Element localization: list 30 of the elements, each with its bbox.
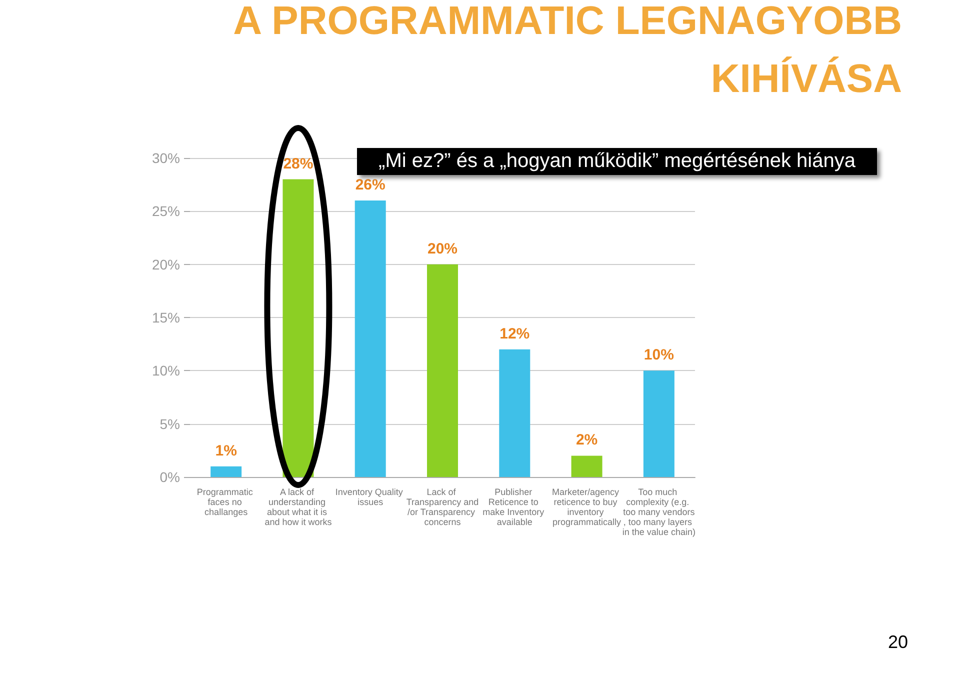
data-label: 2% xyxy=(576,432,598,449)
y-tick-label: 25% xyxy=(152,203,180,220)
x-tick-label: Publisher Reticence to make Inventory available xyxy=(482,487,547,527)
bar xyxy=(571,456,602,477)
x-tick-label: Marketer/agency reticence to buy inventory programmatically xyxy=(552,487,622,527)
data-label: 20% xyxy=(427,240,458,258)
text: 20 xyxy=(888,632,908,653)
data-label: 12% xyxy=(500,325,530,342)
y-tick-label: 30% xyxy=(152,150,180,166)
data-label: 28% xyxy=(283,155,314,172)
bar xyxy=(643,370,674,477)
annotation: „Mi ez?” és a „hogyan működik” megértésének hiánya xyxy=(357,148,877,175)
y-tick-label: 0% xyxy=(160,469,180,485)
bar xyxy=(210,466,242,477)
bar xyxy=(499,349,530,477)
bar xyxy=(354,200,386,477)
data-label: 1% xyxy=(215,442,237,460)
x-tick-label: A lack of understanding about what it is and how it works xyxy=(264,487,332,527)
x-tick-label: Programmatic faces no challanges xyxy=(196,487,256,517)
x-tick-label: Inventory Quality issues xyxy=(335,487,406,507)
bar xyxy=(427,264,458,477)
x-tick-label: Too much complexity (e.g. too many vendors, too many layers in the value chain) xyxy=(622,487,696,537)
y-tick-label: 20% xyxy=(152,256,180,272)
y-tick-label: 10% xyxy=(152,362,180,379)
data-label: 10% xyxy=(644,346,674,364)
y-tick-label: 5% xyxy=(160,416,180,432)
y-tick-label: 15% xyxy=(152,310,180,326)
x-tick-label: Lack of Transparency and/or Transparency concerns xyxy=(406,487,479,527)
chart-title: A PROGRAMMATIC LEGNAGYOBB KIHÍVÁSA xyxy=(232,0,902,103)
data-label: 26% xyxy=(355,176,386,194)
